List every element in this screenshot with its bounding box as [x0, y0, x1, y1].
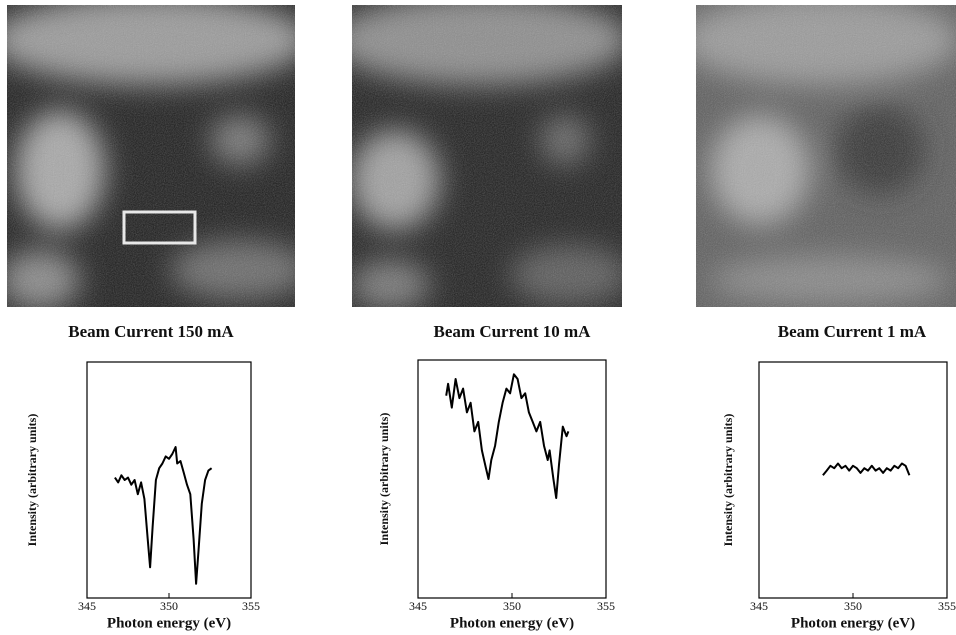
chart-title: Beam Current 1 mA: [778, 322, 927, 341]
plot-frame: [758, 361, 948, 599]
x-tick-label: 350: [844, 599, 862, 613]
x-tick-label: 350: [160, 599, 178, 613]
x-tick-label: 355: [597, 599, 615, 613]
y-axis-label: Intensity (arbitrary units): [721, 414, 735, 547]
micrograph: [352, 5, 622, 307]
x-axis-label: Photon energy (eV): [450, 615, 574, 631]
y-axis-label: Intensity (arbitrary units): [377, 413, 391, 546]
data-line: [114, 446, 213, 585]
x-axis-label: Photon energy (eV): [791, 615, 915, 631]
x-tick-label: 350: [503, 599, 521, 613]
x-tick-label: 355: [242, 599, 260, 613]
y-axis-label: Intensity (arbitrary units): [25, 414, 39, 547]
chart-title: Beam Current 10 mA: [434, 322, 592, 341]
x-tick-label: 345: [409, 599, 427, 613]
x-axis-label: Photon energy (eV): [107, 615, 231, 631]
chart-title: Beam Current 150 mA: [68, 322, 234, 341]
x-tick-label: 345: [750, 599, 768, 613]
plot-frame: [86, 361, 252, 599]
x-tick-label: 345: [78, 599, 96, 613]
micrograph: [696, 5, 956, 307]
micrograph: [7, 5, 295, 307]
data-line: [445, 373, 570, 499]
data-line: [822, 462, 911, 476]
x-tick-label: 355: [938, 599, 956, 613]
